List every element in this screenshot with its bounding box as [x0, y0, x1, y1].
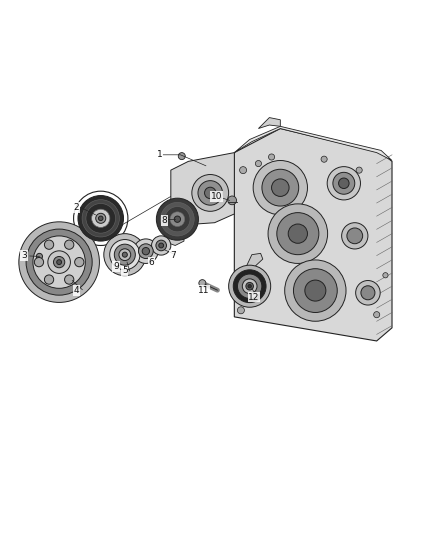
Text: 5: 5 [122, 266, 128, 276]
Circle shape [347, 228, 363, 244]
Circle shape [152, 236, 171, 255]
Circle shape [192, 174, 229, 211]
Circle shape [159, 243, 163, 248]
Circle shape [251, 281, 257, 287]
Text: 10: 10 [211, 192, 223, 201]
Polygon shape [245, 253, 263, 269]
Circle shape [33, 236, 85, 288]
Circle shape [99, 216, 103, 221]
Polygon shape [171, 152, 234, 225]
Circle shape [44, 275, 54, 284]
Circle shape [288, 224, 307, 243]
Text: 3: 3 [21, 251, 27, 260]
Circle shape [327, 167, 360, 200]
Circle shape [57, 260, 62, 264]
Circle shape [19, 222, 99, 302]
Circle shape [134, 239, 158, 263]
Circle shape [199, 280, 206, 287]
Circle shape [104, 233, 146, 276]
Circle shape [356, 167, 362, 173]
Text: 11: 11 [198, 286, 209, 295]
Circle shape [142, 247, 149, 255]
Circle shape [361, 286, 375, 300]
Text: 9: 9 [113, 262, 119, 271]
Text: 12: 12 [248, 293, 260, 302]
Circle shape [92, 209, 110, 228]
Text: 2: 2 [74, 203, 79, 212]
Circle shape [82, 200, 120, 237]
Circle shape [74, 257, 84, 266]
Circle shape [228, 196, 237, 205]
Circle shape [156, 198, 198, 240]
Circle shape [161, 203, 194, 236]
Circle shape [114, 244, 135, 265]
Circle shape [293, 269, 337, 312]
Circle shape [36, 253, 42, 260]
Circle shape [165, 207, 190, 232]
Polygon shape [234, 126, 392, 160]
Circle shape [255, 160, 261, 167]
Circle shape [253, 160, 307, 215]
Circle shape [205, 187, 216, 199]
Circle shape [110, 239, 140, 270]
Circle shape [342, 223, 368, 249]
Circle shape [48, 251, 71, 273]
Circle shape [64, 240, 74, 249]
Circle shape [78, 196, 124, 241]
Circle shape [119, 249, 131, 261]
Text: 8: 8 [161, 216, 167, 225]
Circle shape [242, 279, 257, 294]
Circle shape [383, 273, 388, 278]
Circle shape [96, 213, 106, 223]
Circle shape [64, 275, 74, 284]
Circle shape [356, 280, 380, 305]
Circle shape [237, 307, 244, 314]
Circle shape [339, 178, 349, 189]
Text: 6: 6 [148, 257, 154, 266]
Circle shape [138, 244, 153, 259]
Circle shape [122, 252, 127, 257]
Circle shape [285, 260, 346, 321]
Circle shape [233, 270, 266, 303]
Circle shape [229, 265, 271, 307]
Circle shape [170, 212, 185, 227]
Polygon shape [234, 128, 392, 341]
Circle shape [248, 285, 251, 288]
Circle shape [198, 181, 223, 205]
Circle shape [333, 172, 355, 194]
Text: 1: 1 [157, 150, 163, 159]
Text: 7: 7 [170, 251, 176, 260]
Polygon shape [164, 219, 184, 246]
Circle shape [156, 240, 166, 251]
Circle shape [53, 256, 65, 268]
Circle shape [240, 167, 247, 174]
Circle shape [44, 240, 54, 249]
Circle shape [374, 312, 380, 318]
Circle shape [262, 169, 299, 206]
Text: 4: 4 [74, 286, 79, 295]
Circle shape [305, 280, 326, 301]
Circle shape [268, 154, 275, 160]
Circle shape [272, 179, 289, 197]
Polygon shape [258, 118, 280, 128]
Circle shape [277, 213, 319, 255]
Circle shape [246, 282, 254, 290]
Circle shape [237, 274, 262, 298]
Circle shape [26, 229, 92, 295]
Circle shape [174, 216, 180, 222]
Circle shape [86, 204, 116, 233]
Circle shape [34, 257, 44, 266]
Polygon shape [110, 251, 129, 271]
Circle shape [321, 156, 327, 162]
Circle shape [178, 152, 185, 159]
Circle shape [268, 204, 328, 263]
